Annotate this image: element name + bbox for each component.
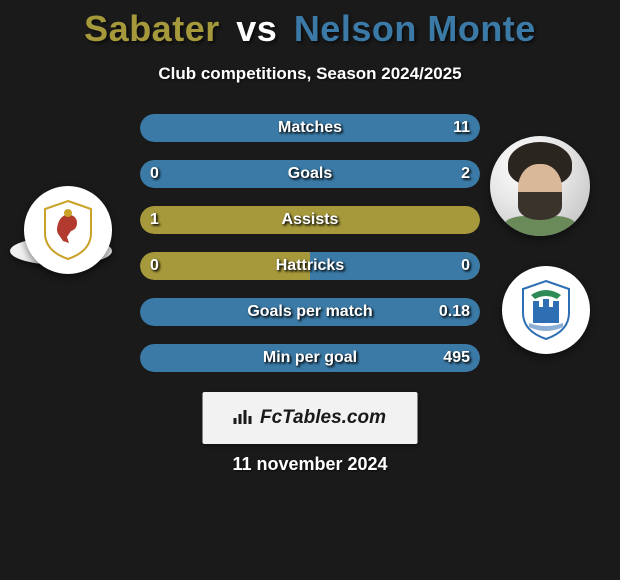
stat-value-right: 2 <box>461 160 470 188</box>
stat-value-right: 0 <box>461 252 470 280</box>
watermark: FcTables.com <box>203 392 418 444</box>
chart-icon <box>234 408 254 429</box>
player2-name: Nelson Monte <box>294 8 536 49</box>
stat-bar-row: Min per goal495 <box>140 344 480 372</box>
player1-name: Sabater <box>84 8 220 49</box>
watermark-text: FcTables.com <box>260 407 386 429</box>
stat-bar-row: Assists1 <box>140 206 480 234</box>
player2-portrait <box>490 136 590 236</box>
stat-label: Goals <box>140 160 480 188</box>
stat-value-left: 1 <box>150 206 159 234</box>
stat-bars: Matches11Goals02Assists1Hattricks00Goals… <box>140 114 480 390</box>
stat-value-right: 0.18 <box>439 298 470 326</box>
stat-label: Assists <box>140 206 480 234</box>
face-placeholder-icon <box>490 136 590 236</box>
date: 11 november 2024 <box>0 454 620 475</box>
stat-value-right: 495 <box>443 344 470 372</box>
stat-bar-row: Hattricks0 0 <box>140 252 480 280</box>
stat-label: Min per goal <box>140 344 480 372</box>
subtitle: Club competitions, Season 2024/2025 <box>0 64 620 84</box>
vs-text: vs <box>236 8 277 49</box>
stat-value-left: 0 <box>150 252 159 280</box>
shield-crest-icon <box>519 279 573 341</box>
comparison-title: Sabater vs Nelson Monte <box>0 0 620 50</box>
player1-club-badge <box>24 186 112 274</box>
stat-value-left: 0 <box>150 160 159 188</box>
stat-value-right: 11 <box>453 114 470 142</box>
comparison-content: Matches11Goals02Assists1Hattricks00Goals… <box>0 114 620 414</box>
shield-crest-icon <box>41 199 95 261</box>
stat-bar-row: Goals0 2 <box>140 160 480 188</box>
stat-label: Hattricks <box>140 252 480 280</box>
stat-bar-row: Goals per match0.18 <box>140 298 480 326</box>
stat-label: Matches <box>140 114 480 142</box>
stat-bar-row: Matches11 <box>140 114 480 142</box>
stat-label: Goals per match <box>140 298 480 326</box>
player2-club-badge <box>502 266 590 354</box>
